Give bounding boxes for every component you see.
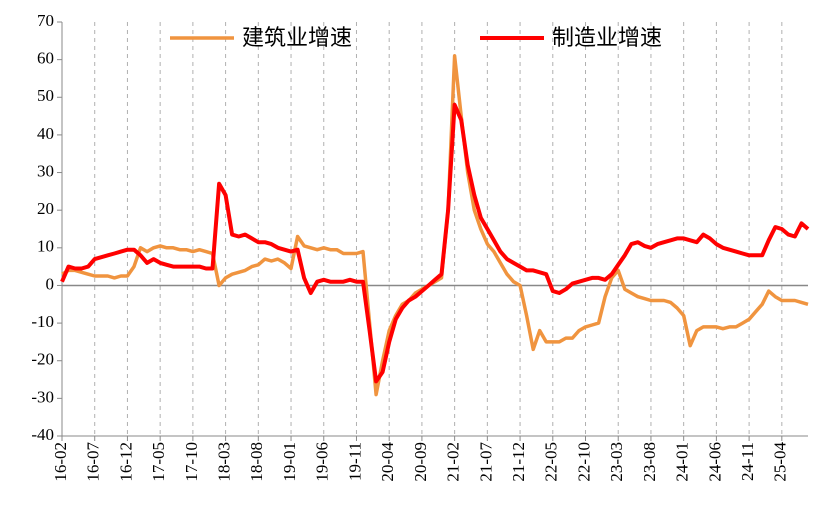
y-tick-label: -30 bbox=[31, 387, 54, 406]
y-tick-label: -20 bbox=[31, 350, 54, 369]
y-tick-label: 0 bbox=[46, 274, 55, 293]
x-tick-label: 23-08 bbox=[640, 442, 659, 482]
x-tick-label: 22-10 bbox=[574, 442, 593, 482]
x-tick-label: 17-10 bbox=[182, 442, 201, 482]
x-tick-label: 21-12 bbox=[509, 442, 528, 482]
y-tick-label: 10 bbox=[37, 237, 54, 256]
x-tick-label: 16-07 bbox=[84, 442, 103, 482]
x-tick-label: 18-03 bbox=[215, 442, 234, 482]
y-tick-label: 30 bbox=[37, 161, 54, 180]
x-tick-label: 24-01 bbox=[673, 442, 692, 482]
x-tick-label: 19-06 bbox=[313, 442, 332, 482]
x-tick-label: 17-05 bbox=[149, 442, 168, 482]
legend-label: 建筑业增速 bbox=[242, 26, 352, 51]
y-tick-label: 50 bbox=[37, 86, 54, 105]
x-tick-label: 24-06 bbox=[705, 442, 724, 482]
x-tick-label: 24-11 bbox=[738, 442, 757, 481]
y-tick-label: 70 bbox=[37, 11, 54, 30]
series-line bbox=[60, 102, 810, 384]
x-tick-label: 21-02 bbox=[444, 442, 463, 482]
x-tick-label: 20-04 bbox=[378, 442, 397, 482]
x-tick-label: 22-05 bbox=[542, 442, 561, 482]
x-tick-label: 18-08 bbox=[247, 442, 266, 482]
y-tick-label: 20 bbox=[37, 199, 54, 218]
y-tick-label: 60 bbox=[37, 49, 54, 68]
x-tick-label: 20-09 bbox=[411, 442, 430, 482]
x-tick-label: 21-07 bbox=[476, 442, 495, 482]
series-line bbox=[61, 54, 809, 397]
y-tick-label: 40 bbox=[37, 124, 54, 143]
y-tick-label: -40 bbox=[31, 425, 54, 444]
x-tick-label: 25-04 bbox=[771, 442, 790, 482]
legend-label: 制造业增速 bbox=[552, 26, 662, 51]
y-tick-label: -10 bbox=[31, 312, 54, 331]
x-tick-label: 23-03 bbox=[607, 442, 626, 482]
x-tick-label: 19-01 bbox=[280, 442, 299, 482]
x-tick-label: 16-02 bbox=[51, 442, 70, 482]
x-tick-label: 16-12 bbox=[116, 442, 135, 482]
x-tick-label: 19-11 bbox=[345, 442, 364, 481]
